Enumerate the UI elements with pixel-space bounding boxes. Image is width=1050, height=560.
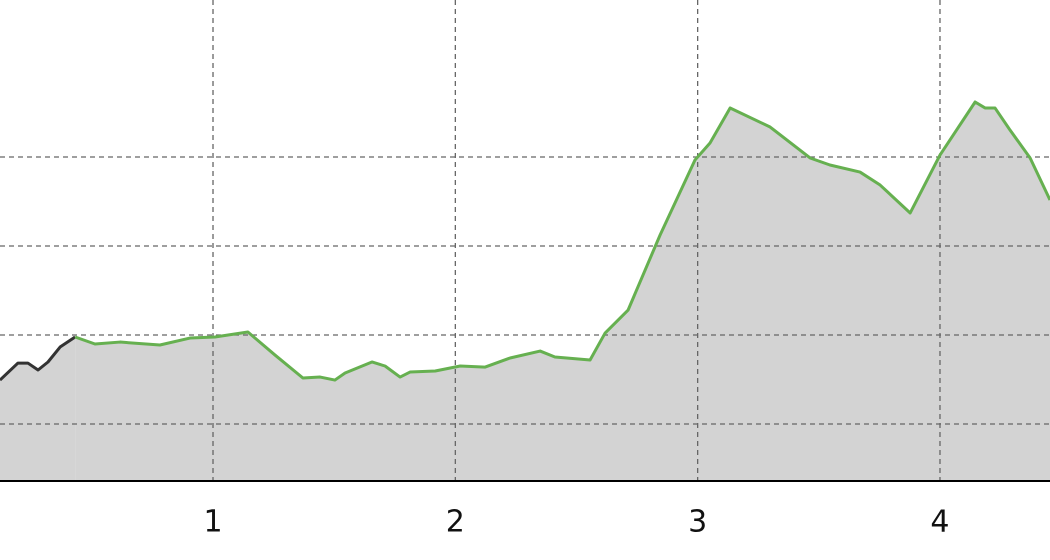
x-tick-label: 2 [446,505,465,540]
x-tick-label: 3 [688,505,707,540]
x-tick-label: 4 [930,505,949,540]
line [0,335,76,382]
area-fill [75,102,1050,481]
area-fill [0,336,76,481]
x-tick-label: 1 [203,505,222,540]
line [74,100,1050,382]
